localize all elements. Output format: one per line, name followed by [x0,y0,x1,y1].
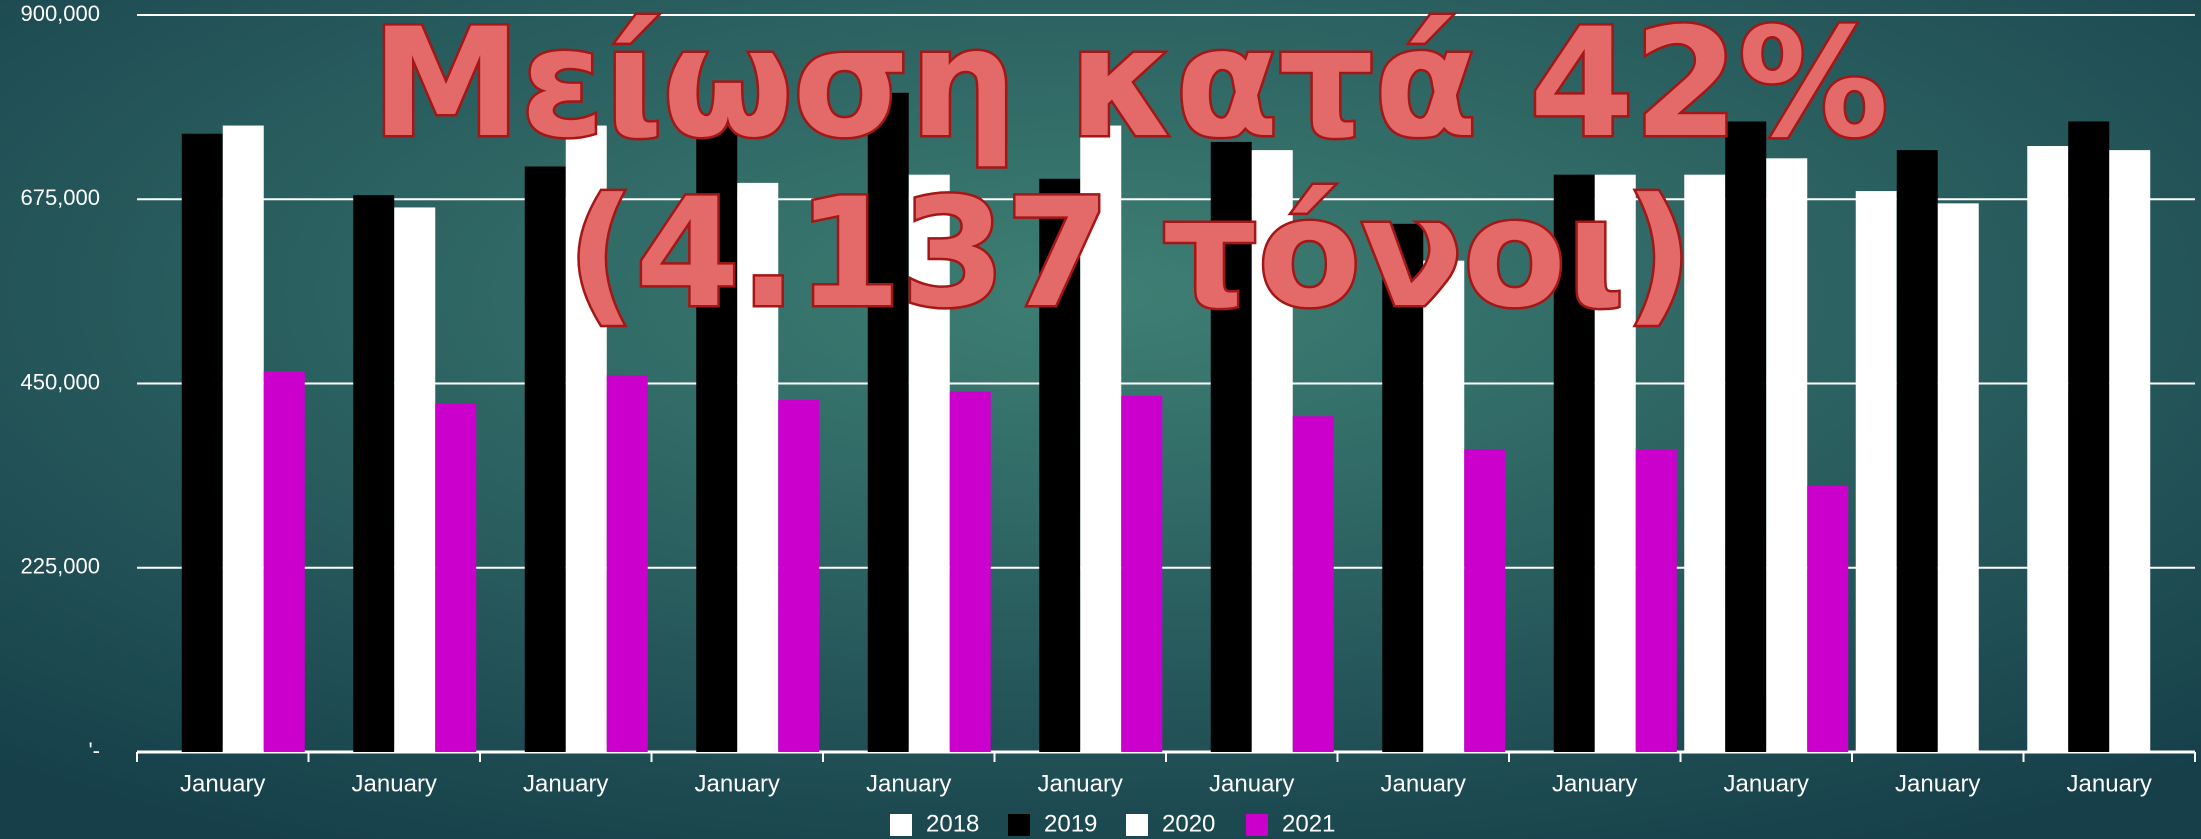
x-tick-label: January [1209,770,1294,797]
bar [435,403,477,752]
bar [1766,158,1808,753]
bar [1121,395,1163,752]
bar [1080,125,1122,753]
bar [1937,203,1979,752]
bar [1684,174,1726,752]
bar [1464,449,1506,752]
bar [1382,223,1424,753]
bar [867,92,909,753]
legend-swatch [890,814,912,836]
x-tick-label: January [523,770,608,797]
bar [1594,174,1636,752]
bar [524,166,566,752]
x-tick-label: January [866,770,951,797]
x-tick-label: January [352,770,437,797]
bar [1210,141,1252,752]
bar [1896,150,1938,752]
bar [1855,191,1897,753]
bar [737,182,779,753]
title-layer: Μείωση κατά 42% (4.137 τόνοι) [369,0,1891,344]
x-tick-label: January [695,770,780,797]
bar [1553,174,1595,752]
bar [1251,150,1293,752]
y-tick-label: 900,000 [20,1,100,26]
bar [1635,449,1677,752]
chart-title: (4.137 τόνοι) [567,167,1693,341]
bar [263,371,305,752]
bar [565,125,607,753]
legend-label: 2018 [926,810,979,837]
x-tick-label: January [1895,770,1980,797]
bar [908,174,950,752]
y-tick-label: 225,000 [20,554,100,579]
x-tick-label: January [1724,770,1809,797]
legend-label: 2019 [1044,810,1097,837]
chart-title: Μείωση κατά 42% [371,0,1888,171]
bar [394,207,436,752]
bar [1423,260,1465,752]
x-tick-label: January [2067,770,2152,797]
legend-label: 2020 [1162,810,1215,837]
bar [778,399,820,752]
legend-swatch [1246,814,1268,836]
bar [181,133,223,752]
plot-area: '- 225,000 450,000 675,000 900,000 January Jan… [20,1,2196,837]
bar [2109,150,2151,752]
x-tick-label: January [180,770,265,797]
bar [606,375,648,752]
y-tick-label: 675,000 [20,185,100,210]
x-tick-label: January [1381,770,1466,797]
y-tick-label: 450,000 [20,369,100,394]
x-tick-label: January [1038,770,1123,797]
bar [949,391,991,752]
x-tick-label: January [1552,770,1637,797]
bar [222,125,264,753]
legend-label: 2021 [1282,810,1335,837]
legend-swatch [1126,814,1148,836]
bar [353,195,395,753]
legend-swatch [1008,814,1030,836]
bar [1292,416,1334,752]
bar [1725,121,1767,752]
bar [696,125,738,753]
y-tick-label: '- [88,738,100,763]
bar [1807,485,1849,752]
bar [1039,178,1081,752]
bar [2027,146,2069,752]
bar [2068,121,2110,752]
